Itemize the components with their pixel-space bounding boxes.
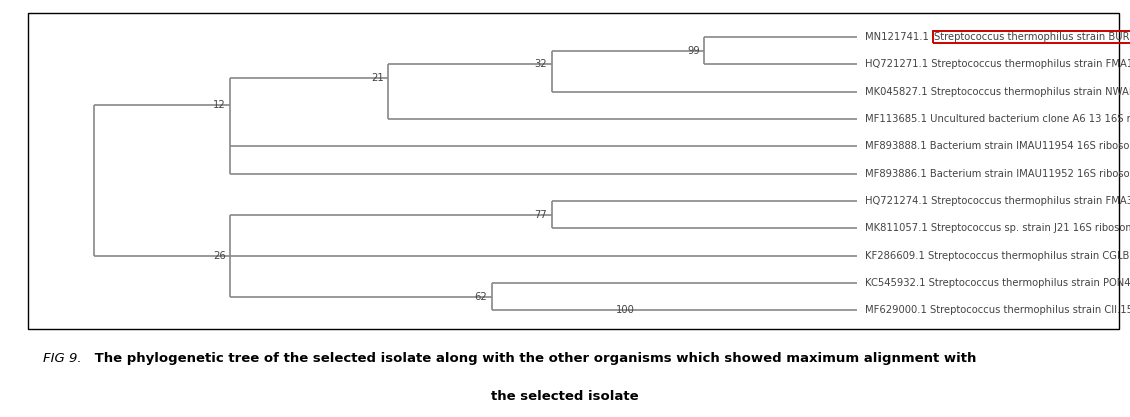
- Text: MF629000.1 Streptococcus thermophilus strain CII.15 16S ribosomal RNA gene parti: MF629000.1 Streptococcus thermophilus st…: [864, 305, 1130, 315]
- Text: 21: 21: [371, 73, 384, 83]
- Text: MF113685.1 Uncultured bacterium clone A6 13 16S ribosomal RNA gene partial seque: MF113685.1 Uncultured bacterium clone A6…: [864, 114, 1130, 124]
- Text: HQ721274.1 Streptococcus thermophilus strain FMA327 16S ribosomal RNA gene parti: HQ721274.1 Streptococcus thermophilus st…: [864, 196, 1130, 206]
- Bar: [28, 13, 1119, 329]
- Text: 62: 62: [475, 291, 487, 301]
- Text: MK811057.1 Streptococcus sp. strain J21 16S ribosomal RNA gene partial sequence: MK811057.1 Streptococcus sp. strain J21 …: [864, 224, 1130, 234]
- Text: KF286609.1 Streptococcus thermophilus strain CGLBL208 16S ribosomal RNA gene par: KF286609.1 Streptococcus thermophilus st…: [864, 251, 1130, 261]
- Text: FIG 9.: FIG 9.: [43, 352, 81, 365]
- Text: 26: 26: [212, 251, 226, 261]
- Text: The phylogenetic tree of the selected isolate along with the other organisms whi: The phylogenetic tree of the selected is…: [90, 352, 976, 365]
- Text: 12: 12: [212, 100, 226, 111]
- Text: 100: 100: [616, 305, 635, 315]
- Text: MN121741.1: MN121741.1: [864, 32, 931, 42]
- Text: 77: 77: [534, 210, 547, 220]
- Text: KC545932.1 Streptococcus thermophilus strain PON413 16S ribosomal RNA gene parti: KC545932.1 Streptococcus thermophilus st…: [864, 278, 1130, 288]
- Text: Streptococcus thermophilus strain BURD PB8: Streptococcus thermophilus strain BURD P…: [933, 32, 1130, 42]
- Text: MF893886.1 Bacterium strain IMAU11952 16S ribosomal RNA gene partial sequence: MF893886.1 Bacterium strain IMAU11952 16…: [864, 169, 1130, 179]
- Text: MF893888.1 Bacterium strain IMAU11954 16S ribosomal RNA gene partial sequence: MF893888.1 Bacterium strain IMAU11954 16…: [864, 141, 1130, 151]
- Text: 32: 32: [534, 59, 547, 69]
- Text: 99: 99: [687, 46, 699, 56]
- Text: HQ721271.1 Streptococcus thermophilus strain FMA196 16S ribosomal RNA gene parti: HQ721271.1 Streptococcus thermophilus st…: [864, 59, 1130, 69]
- Text: MK045827.1 Streptococcus thermophilus strain NWAFU7002 16S ribosomal RNA gene pa: MK045827.1 Streptococcus thermophilus st…: [864, 87, 1130, 97]
- Text: the selected isolate: the selected isolate: [492, 390, 638, 403]
